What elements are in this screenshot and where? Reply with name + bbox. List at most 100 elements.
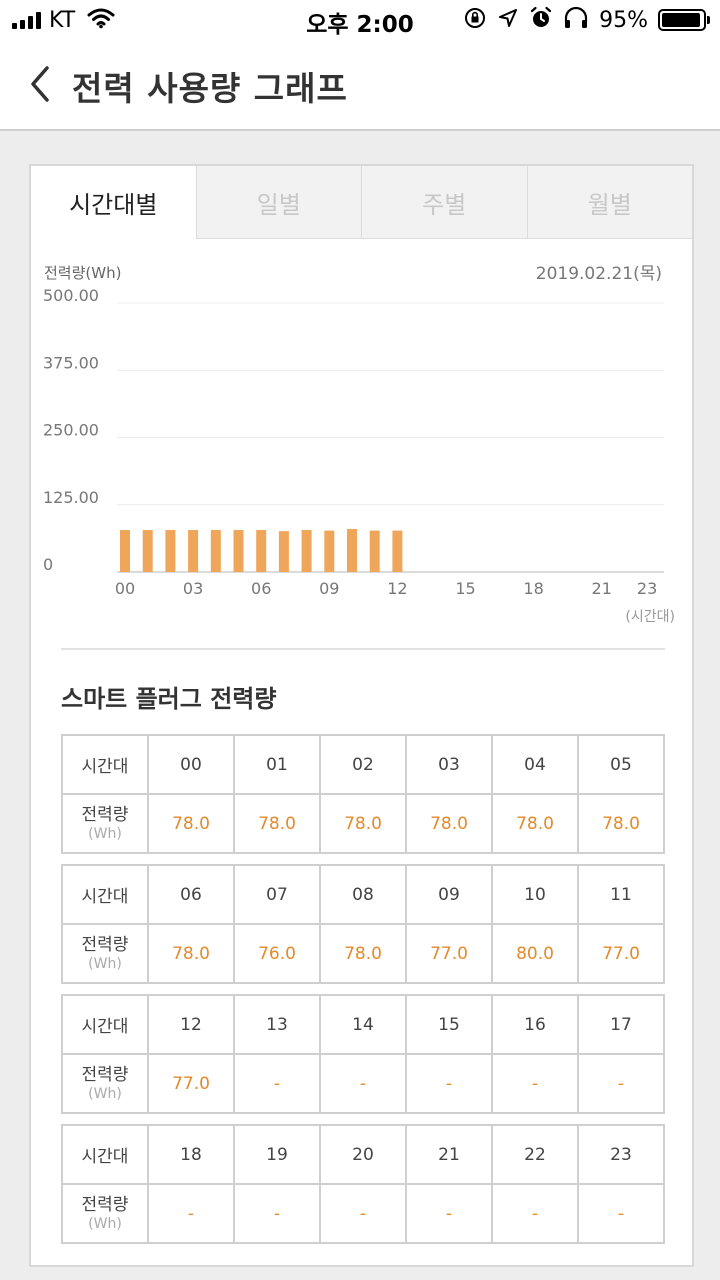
signal-icon: [12, 11, 41, 29]
chart-bar: [301, 530, 312, 572]
status-right: 95%: [463, 6, 710, 34]
usage-value-cell: 78.0: [233, 793, 321, 854]
orientation-lock-icon: [463, 6, 487, 34]
chart-x-tick-label: 03: [183, 579, 203, 598]
chart-y-tick-label: 125.00: [43, 488, 99, 507]
hour-row-label: 시간대: [61, 734, 149, 795]
wifi-icon: [87, 7, 115, 33]
chart-bar: [188, 530, 199, 572]
chart-x-tick-label: 15: [455, 579, 475, 598]
usage-value-cell: -: [491, 1183, 579, 1244]
usage-value-cell: 77.0: [405, 923, 493, 984]
hour-cell: 20: [319, 1124, 407, 1185]
hour-cell: 13: [233, 994, 321, 1055]
battery-icon: [658, 9, 710, 31]
hour-row-label: 시간대: [61, 864, 149, 925]
status-time: 오후 2:00: [306, 12, 414, 38]
alarm-icon: [529, 6, 553, 34]
hour-cell: 18: [147, 1124, 235, 1185]
chart-y-tick-label: 375.00: [43, 353, 99, 372]
hour-cell: 16: [491, 994, 579, 1055]
chart-x-tick-label: 18: [523, 579, 543, 598]
chart-bar: [278, 531, 289, 572]
usage-value-cell: -: [319, 1183, 407, 1244]
hour-cell: 21: [405, 1124, 493, 1185]
usage-value-cell: -: [405, 1053, 493, 1114]
chart-x-tick-label: 09: [319, 579, 339, 598]
usage-unit-label: (Wh): [88, 1215, 122, 1232]
usage-row: 전력량 (Wh) 78.0 78.0 78.0 78.0 78.0 78.0: [61, 793, 665, 854]
chart-bar: [392, 530, 403, 572]
usage-label: 전력량: [81, 804, 129, 825]
battery-percent: 95%: [599, 7, 648, 33]
hour-cell: 23: [577, 1124, 665, 1185]
usage-row-label: 전력량 (Wh): [61, 923, 149, 984]
status-left: KT: [12, 7, 115, 33]
period-tabs: 시간대별 일별 주별 월별: [31, 166, 692, 239]
usage-table: 시간대 00 01 02 03 04 05 전력량 (Wh) 78.0 78.0 78.0 78.0 78…: [61, 734, 665, 854]
usage-label: 전력량: [81, 1194, 129, 1215]
hour-row: 시간대 12 13 14 15 16 17: [61, 994, 665, 1055]
usage-value-cell: 78.0: [577, 793, 665, 854]
hour-cell: 15: [405, 994, 493, 1055]
usage-value-cell: -: [147, 1183, 235, 1244]
chart-bar: [142, 530, 153, 572]
tab-daily[interactable]: 일별: [195, 166, 361, 239]
back-button[interactable]: [20, 62, 60, 106]
hour-cell: 01: [233, 734, 321, 795]
usage-label: 전력량: [81, 1064, 129, 1085]
hour-cell: 02: [319, 734, 407, 795]
usage-label: 전력량: [81, 934, 129, 955]
graph-card: 시간대별 일별 주별 월별 전력량(Wh) 2019.02.21(목) 0 125…: [29, 164, 694, 1267]
location-icon: [497, 7, 519, 33]
chart-y-tick-label: 500.00: [43, 286, 99, 305]
usage-row: 전력량 (Wh) 78.0 76.0 78.0 77.0 80.0 77.0: [61, 923, 665, 984]
hour-cell: 03: [405, 734, 493, 795]
hour-cell: 17: [577, 994, 665, 1055]
usage-row: 전력량 (Wh) - - - - - -: [61, 1183, 665, 1244]
chart-x-tick-label: 23: [637, 579, 657, 598]
chart-date: 2019.02.21(목): [535, 264, 662, 284]
usage-row-label: 전력량 (Wh): [61, 1183, 149, 1244]
usage-row-label: 전력량 (Wh): [61, 1053, 149, 1114]
usage-value-cell: 76.0: [233, 923, 321, 984]
usage-row: 전력량 (Wh) 77.0- - - - -: [61, 1053, 665, 1114]
usage-value-cell: 78.0: [147, 923, 235, 984]
usage-value-cell: 78.0: [319, 923, 407, 984]
chart-bar: [347, 528, 357, 572]
usage-value-cell: 78.0: [319, 793, 407, 854]
usage-value-cell: 78.0: [491, 793, 579, 854]
chart-x-tick-label: 21: [592, 579, 612, 598]
chart-y-title: 전력량(Wh): [44, 264, 122, 282]
hour-cell: 06: [147, 864, 235, 925]
usage-value-cell: -: [319, 1053, 407, 1114]
tab-weekly[interactable]: 주별: [361, 166, 527, 239]
section-title: 스마트 플러그 전력량: [61, 685, 277, 713]
hour-cell: 04: [491, 734, 579, 795]
hour-row-label: 시간대: [61, 994, 149, 1055]
hour-cell: 14: [319, 994, 407, 1055]
usage-unit-label: (Wh): [88, 1085, 122, 1102]
usage-value-cell: 77.0: [577, 923, 665, 984]
chart-x-tick-label: 12: [387, 579, 407, 598]
chart-bar: [233, 530, 244, 572]
nav-bar: 전력 사용량 그래프: [0, 40, 720, 131]
chart-y-tick-label: 250.00: [43, 421, 99, 440]
hour-cell: 19: [233, 1124, 321, 1185]
chart-bar: [369, 530, 380, 572]
usage-table: 시간대 06 07 08 09 10 11 전력량 (Wh) 78.0 76.0 78.0 77.0 80…: [61, 864, 665, 984]
hour-cell: 09: [405, 864, 493, 925]
hour-row: 시간대 00 01 02 03 04 05: [61, 734, 665, 795]
hour-cell: 05: [577, 734, 665, 795]
usage-value-cell: 78.0: [147, 793, 235, 854]
chevron-left-icon: [31, 66, 49, 102]
hour-row: 시간대 06 07 08 09 10 11: [61, 864, 665, 925]
usage-chart: 전력량(Wh) 2019.02.21(목) 0 125.00 250.00 375.0…: [31, 239, 692, 649]
chart-bar: [165, 530, 176, 572]
usage-value-cell: -: [233, 1183, 321, 1244]
battery-level-fill: [662, 13, 700, 27]
tab-monthly[interactable]: 월별: [526, 166, 692, 239]
tab-hourly[interactable]: 시간대별: [31, 166, 196, 239]
chart-bar: [210, 530, 221, 572]
usage-table: 시간대 18 19 20 21 22 23 전력량 (Wh) - - - - - -: [61, 1124, 665, 1244]
